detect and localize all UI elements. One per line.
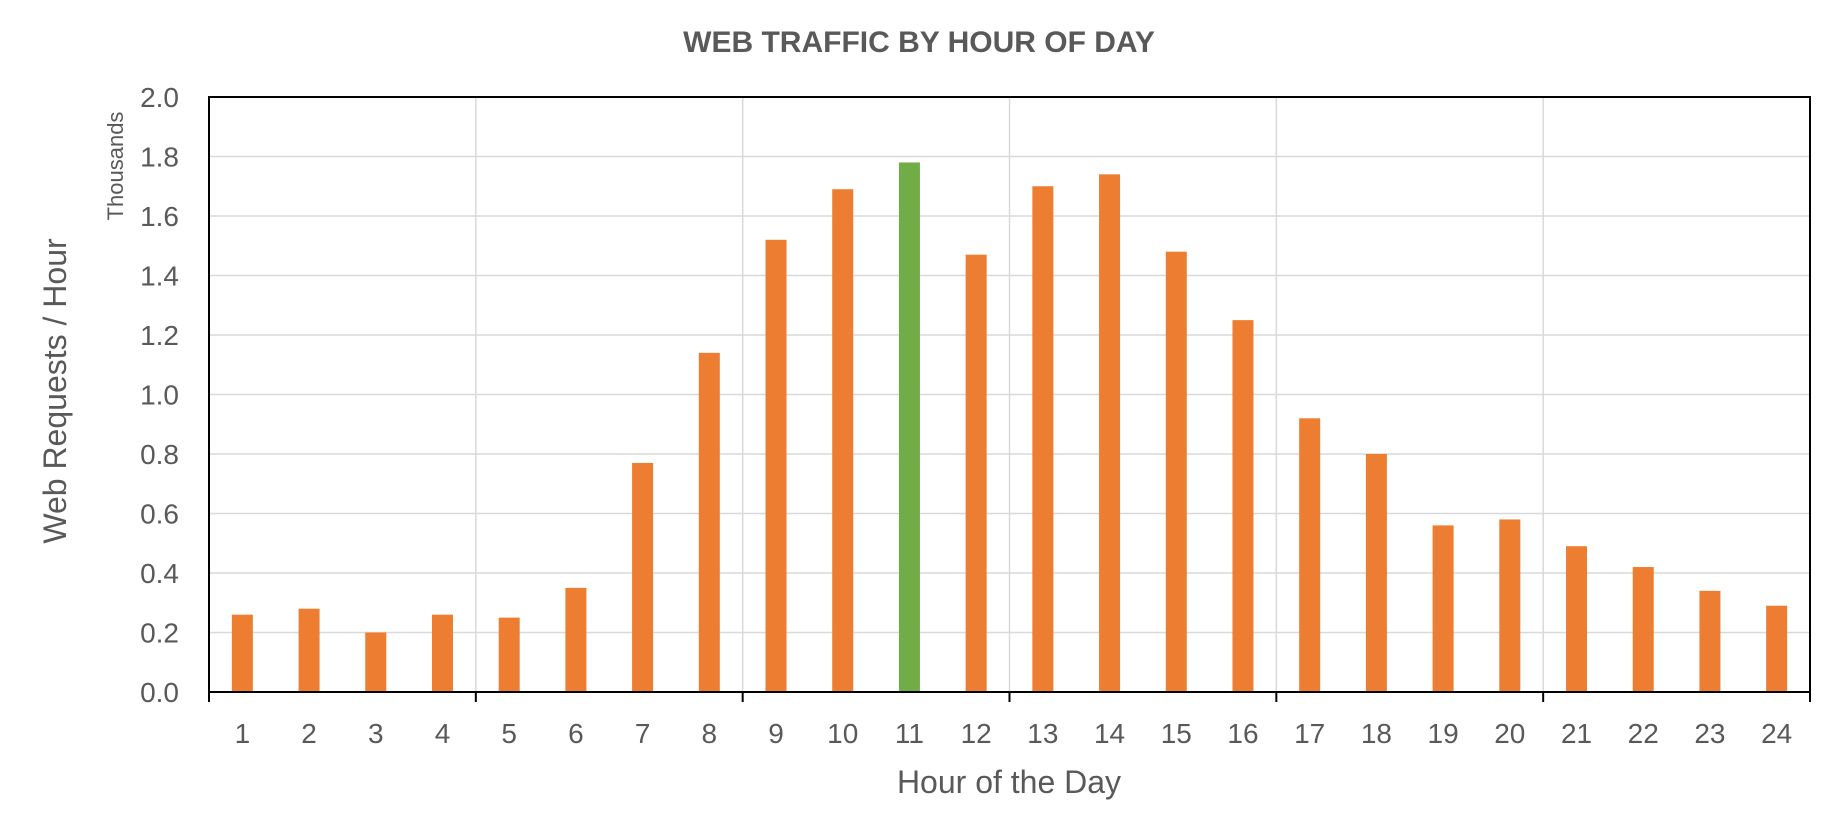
bar (1432, 525, 1454, 692)
bar (1632, 567, 1654, 692)
y-tick-label: 0.8 (140, 439, 179, 470)
bar-highlight (898, 162, 920, 692)
bar (698, 352, 720, 692)
bar (431, 614, 453, 692)
bar (1766, 605, 1788, 692)
x-tick-label: 11 (895, 718, 924, 749)
x-tick-label: 20 (1494, 718, 1525, 749)
x-tick-label: 15 (1161, 718, 1192, 749)
bar (965, 254, 987, 693)
x-tick-label: 6 (568, 718, 584, 749)
axes (208, 96, 1811, 702)
y-tick-labels: 0.0 0.2 0.4 0.6 0.8 1.0 1.2 1.4 1.6 1.8 2.0 (140, 82, 179, 708)
y-tick-label: 2.0 (140, 82, 179, 113)
x-tick-label: 1 (235, 718, 251, 749)
y-tick-label: 0.2 (140, 618, 179, 649)
x-tick-label: 23 (1694, 718, 1725, 749)
bar (1365, 454, 1387, 692)
x-tick-label: 24 (1761, 718, 1792, 749)
y-axis-units-label: Thousands (103, 112, 128, 221)
bar (1099, 174, 1121, 693)
chart-title: WEB TRAFFIC BY HOUR OF DAY (683, 26, 1155, 59)
x-tick-label: 10 (827, 718, 858, 749)
x-tick-label: 5 (501, 718, 517, 749)
bar (298, 608, 320, 692)
x-axis-title: Hour of the Day (897, 764, 1121, 800)
x-tick-label: 21 (1561, 718, 1592, 749)
x-tick-label: 3 (368, 718, 384, 749)
bar (632, 462, 654, 692)
x-tick-label: 12 (961, 718, 992, 749)
bar (231, 614, 253, 692)
x-tick-label: 8 (702, 718, 718, 749)
bar (1699, 590, 1721, 692)
x-tick-label: 22 (1628, 718, 1659, 749)
x-tick-label: 17 (1294, 718, 1325, 749)
y-tick-label: 0.4 (140, 558, 179, 589)
bar (1299, 418, 1321, 692)
bar (1232, 320, 1254, 692)
y-axis-title: Web Requests / Hour (37, 238, 73, 544)
y-tick-label: 1.8 (140, 142, 179, 173)
x-tick-labels: 1 2 3 4 5 6 7 8 9 10 11 12 13 14 15 16 17 18 19 20 21 22 23 24 (235, 718, 1793, 749)
bars (231, 162, 1788, 693)
x-tick-label: 14 (1094, 718, 1125, 749)
y-tick-label: 0.0 (140, 677, 179, 708)
bar (565, 587, 587, 692)
x-tick-label: 19 (1428, 718, 1459, 749)
x-tick-label: 16 (1227, 718, 1258, 749)
bar (765, 239, 787, 693)
bar (365, 632, 387, 692)
x-tick-label: 7 (635, 718, 651, 749)
bar (1566, 546, 1588, 692)
bar (832, 189, 854, 692)
x-tick-label: 4 (435, 718, 451, 749)
y-tick-label: 0.6 (140, 499, 179, 530)
x-tick-label: 2 (301, 718, 317, 749)
bar (1499, 519, 1521, 692)
x-tick-label: 9 (768, 718, 784, 749)
gridlines (209, 96, 1810, 692)
bar (1032, 186, 1054, 692)
y-tick-label: 1.0 (140, 380, 179, 411)
bar (1165, 251, 1187, 692)
x-tick-label: 13 (1027, 718, 1058, 749)
x-tick-label: 18 (1361, 718, 1392, 749)
y-tick-label: 1.2 (140, 320, 179, 351)
y-tick-label: 1.4 (140, 261, 179, 292)
y-tick-label: 1.6 (140, 201, 179, 232)
bar (498, 617, 520, 692)
